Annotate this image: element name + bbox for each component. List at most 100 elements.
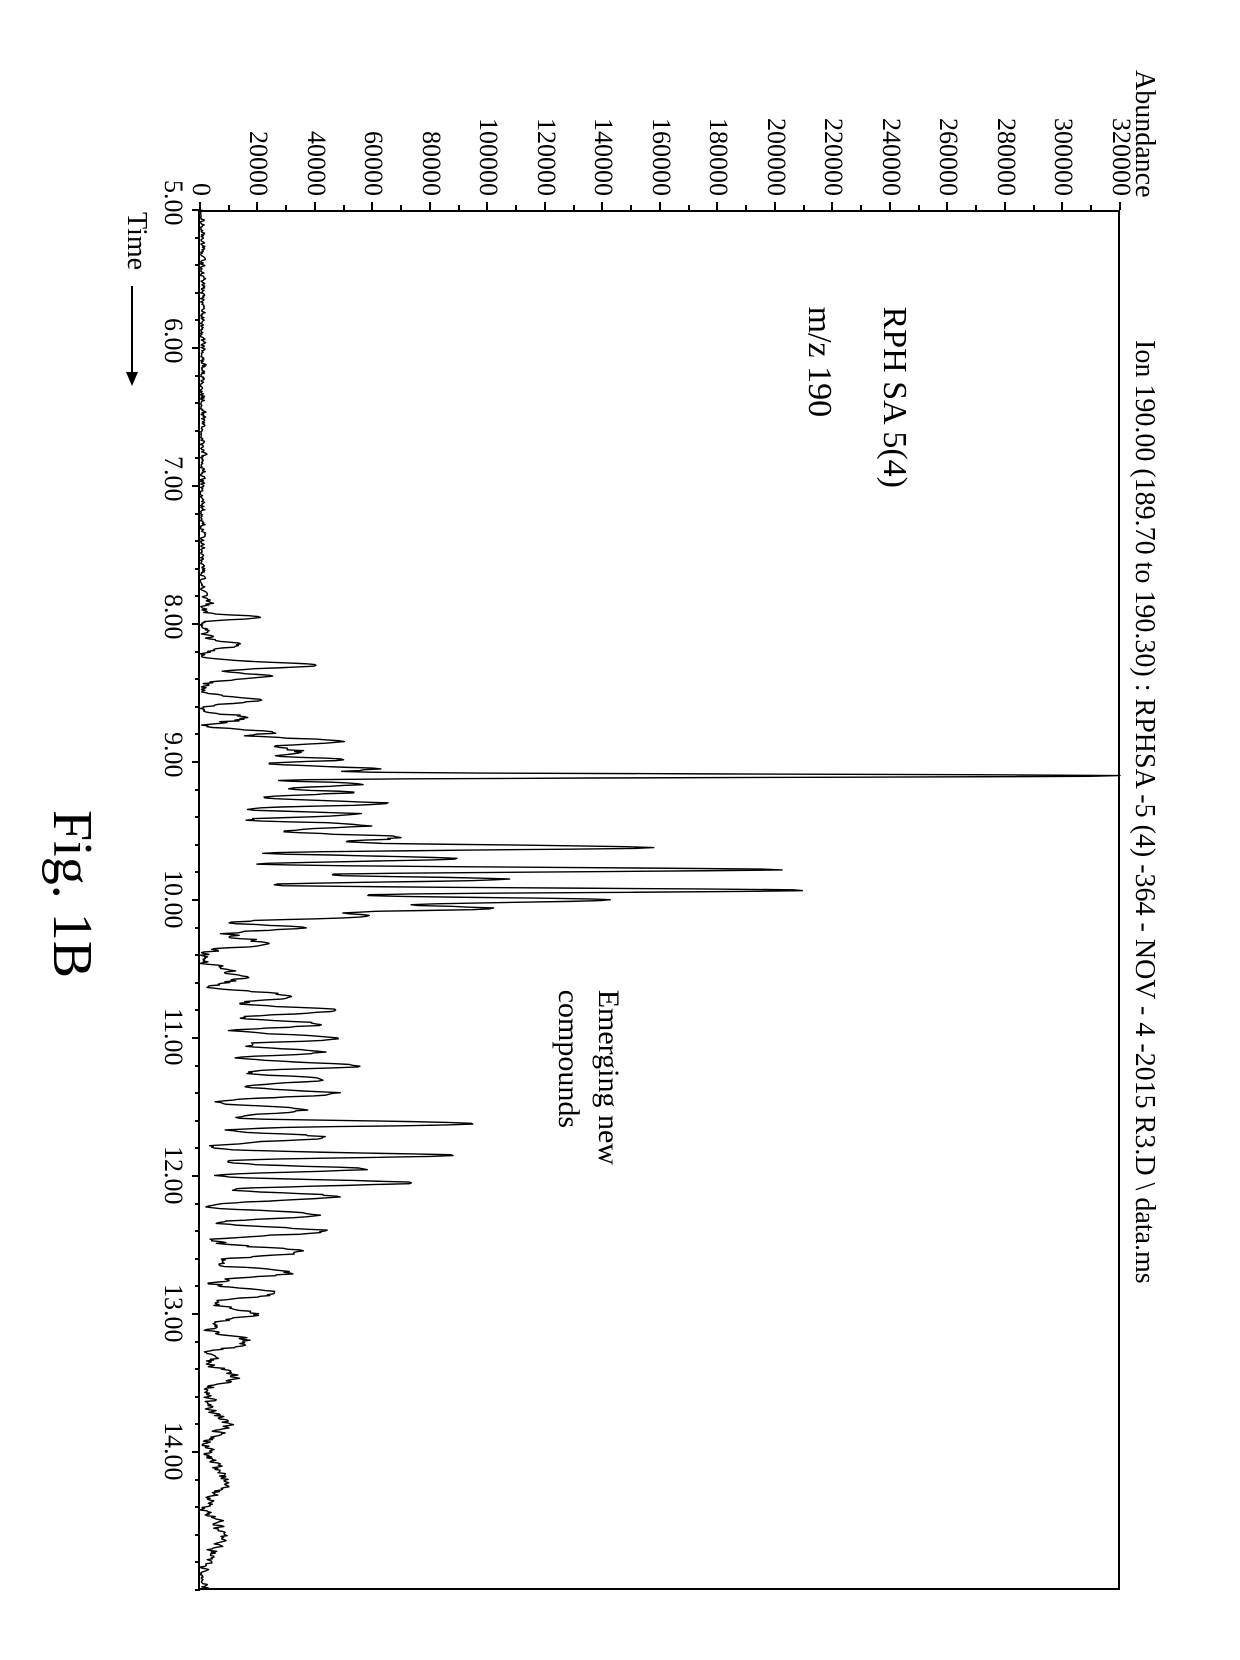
x-tick — [192, 623, 200, 625]
x-minor-tick — [195, 1258, 200, 1260]
x-minor-tick — [195, 678, 200, 680]
annotation-line2: compounds — [551, 990, 585, 1128]
y-tick — [717, 202, 719, 210]
x-minor-tick — [195, 789, 200, 791]
y-minor-tick — [745, 205, 747, 210]
x-minor-tick — [195, 1285, 200, 1287]
y-tick — [1062, 202, 1064, 210]
x-tick-label: 12.00 — [158, 1146, 188, 1205]
x-minor-tick — [195, 844, 200, 846]
y-tick — [372, 202, 374, 210]
x-minor-tick — [195, 1341, 200, 1343]
x-minor-tick — [195, 568, 200, 570]
x-minor-tick — [195, 733, 200, 735]
sample-label: RPH SA 5(4) — [875, 307, 913, 488]
y-tick — [602, 202, 604, 210]
y-tick-label: 0 — [186, 183, 216, 196]
y-tick-label: 160000 — [646, 118, 676, 196]
page: Abundance Ion 190.00 (189.70 to 190.30) … — [0, 0, 1240, 1660]
x-minor-tick — [195, 1589, 200, 1591]
y-minor-tick — [1033, 205, 1035, 210]
x-minor-tick — [195, 1423, 200, 1425]
x-minor-tick — [195, 457, 200, 459]
x-minor-tick — [195, 513, 200, 515]
y-minor-tick — [1090, 205, 1092, 210]
y-tick-label: 40000 — [301, 131, 331, 196]
x-tick-label: 6.00 — [158, 318, 188, 364]
y-minor-tick — [458, 205, 460, 210]
y-tick — [429, 202, 431, 210]
x-minor-tick — [195, 237, 200, 239]
y-tick — [832, 202, 834, 210]
x-minor-tick — [195, 1396, 200, 1398]
x-minor-tick — [195, 954, 200, 956]
x-tick-label: 13.00 — [158, 1284, 188, 1343]
x-tick-label: 10.00 — [158, 870, 188, 929]
y-tick-label: 120000 — [531, 118, 561, 196]
y-tick-label: 140000 — [588, 118, 618, 196]
y-minor-tick — [688, 205, 690, 210]
x-minor-tick — [195, 540, 200, 542]
y-minor-tick — [860, 205, 862, 210]
x-tick-label: 11.00 — [158, 1008, 188, 1066]
x-tick — [192, 347, 200, 349]
x-tick — [192, 1175, 200, 1177]
x-minor-tick — [195, 1065, 200, 1067]
x-minor-tick — [195, 292, 200, 294]
x-minor-tick — [195, 982, 200, 984]
annotation-line1: Emerging new — [592, 990, 626, 1165]
y-minor-tick — [630, 205, 632, 210]
x-tick — [192, 1037, 200, 1039]
y-tick-label: 320000 — [1106, 118, 1136, 196]
y-minor-tick — [285, 205, 287, 210]
x-minor-tick — [195, 430, 200, 432]
y-tick-label: 220000 — [818, 118, 848, 196]
x-tick — [192, 1451, 200, 1453]
y-tick-label: 300000 — [1048, 118, 1078, 196]
x-tick-label: 5.00 — [158, 180, 188, 226]
y-tick-label: 100000 — [473, 118, 503, 196]
y-tick-label: 180000 — [703, 118, 733, 196]
y-tick — [659, 202, 661, 210]
x-minor-tick — [195, 1009, 200, 1011]
x-minor-tick — [195, 1230, 200, 1232]
x-minor-tick — [195, 1479, 200, 1481]
x-minor-tick — [195, 1534, 200, 1536]
x-minor-tick — [195, 816, 200, 818]
x-tick — [192, 209, 200, 211]
x-minor-tick — [195, 1368, 200, 1370]
y-tick-label: 80000 — [416, 131, 446, 196]
y-tick-label: 260000 — [933, 118, 963, 196]
x-tick-label: 14.00 — [158, 1422, 188, 1481]
y-tick-label: 280000 — [991, 118, 1021, 196]
y-tick — [1119, 202, 1121, 210]
x-minor-tick — [195, 871, 200, 873]
x-tick-label: 8.00 — [158, 594, 188, 640]
x-axis-title: Time — [120, 212, 152, 270]
y-minor-tick — [343, 205, 345, 210]
chart-line — [200, 210, 1120, 1590]
y-minor-tick — [975, 205, 977, 210]
x-minor-tick — [195, 1092, 200, 1094]
x-minor-tick — [195, 1147, 200, 1149]
x-minor-tick — [195, 706, 200, 708]
chart-title: Ion 190.00 (189.70 to 190.30) : RPHSA -5… — [1128, 340, 1160, 1284]
x-minor-tick — [195, 927, 200, 929]
x-minor-tick — [195, 1120, 200, 1122]
y-minor-tick — [573, 205, 575, 210]
y-tick-label: 200000 — [761, 118, 791, 196]
rotated-wrapper: Abundance Ion 190.00 (189.70 to 190.30) … — [30, 30, 1210, 1630]
time-arrow-icon — [122, 286, 142, 386]
x-tick-label: 9.00 — [158, 732, 188, 778]
x-minor-tick — [195, 375, 200, 377]
y-tick — [487, 202, 489, 210]
y-tick — [947, 202, 949, 210]
y-tick — [544, 202, 546, 210]
y-tick — [1004, 202, 1006, 210]
x-minor-tick — [195, 1203, 200, 1205]
x-minor-tick — [195, 651, 200, 653]
x-tick — [192, 761, 200, 763]
y-tick-label: 60000 — [358, 131, 388, 196]
x-minor-tick — [195, 264, 200, 266]
y-tick — [314, 202, 316, 210]
